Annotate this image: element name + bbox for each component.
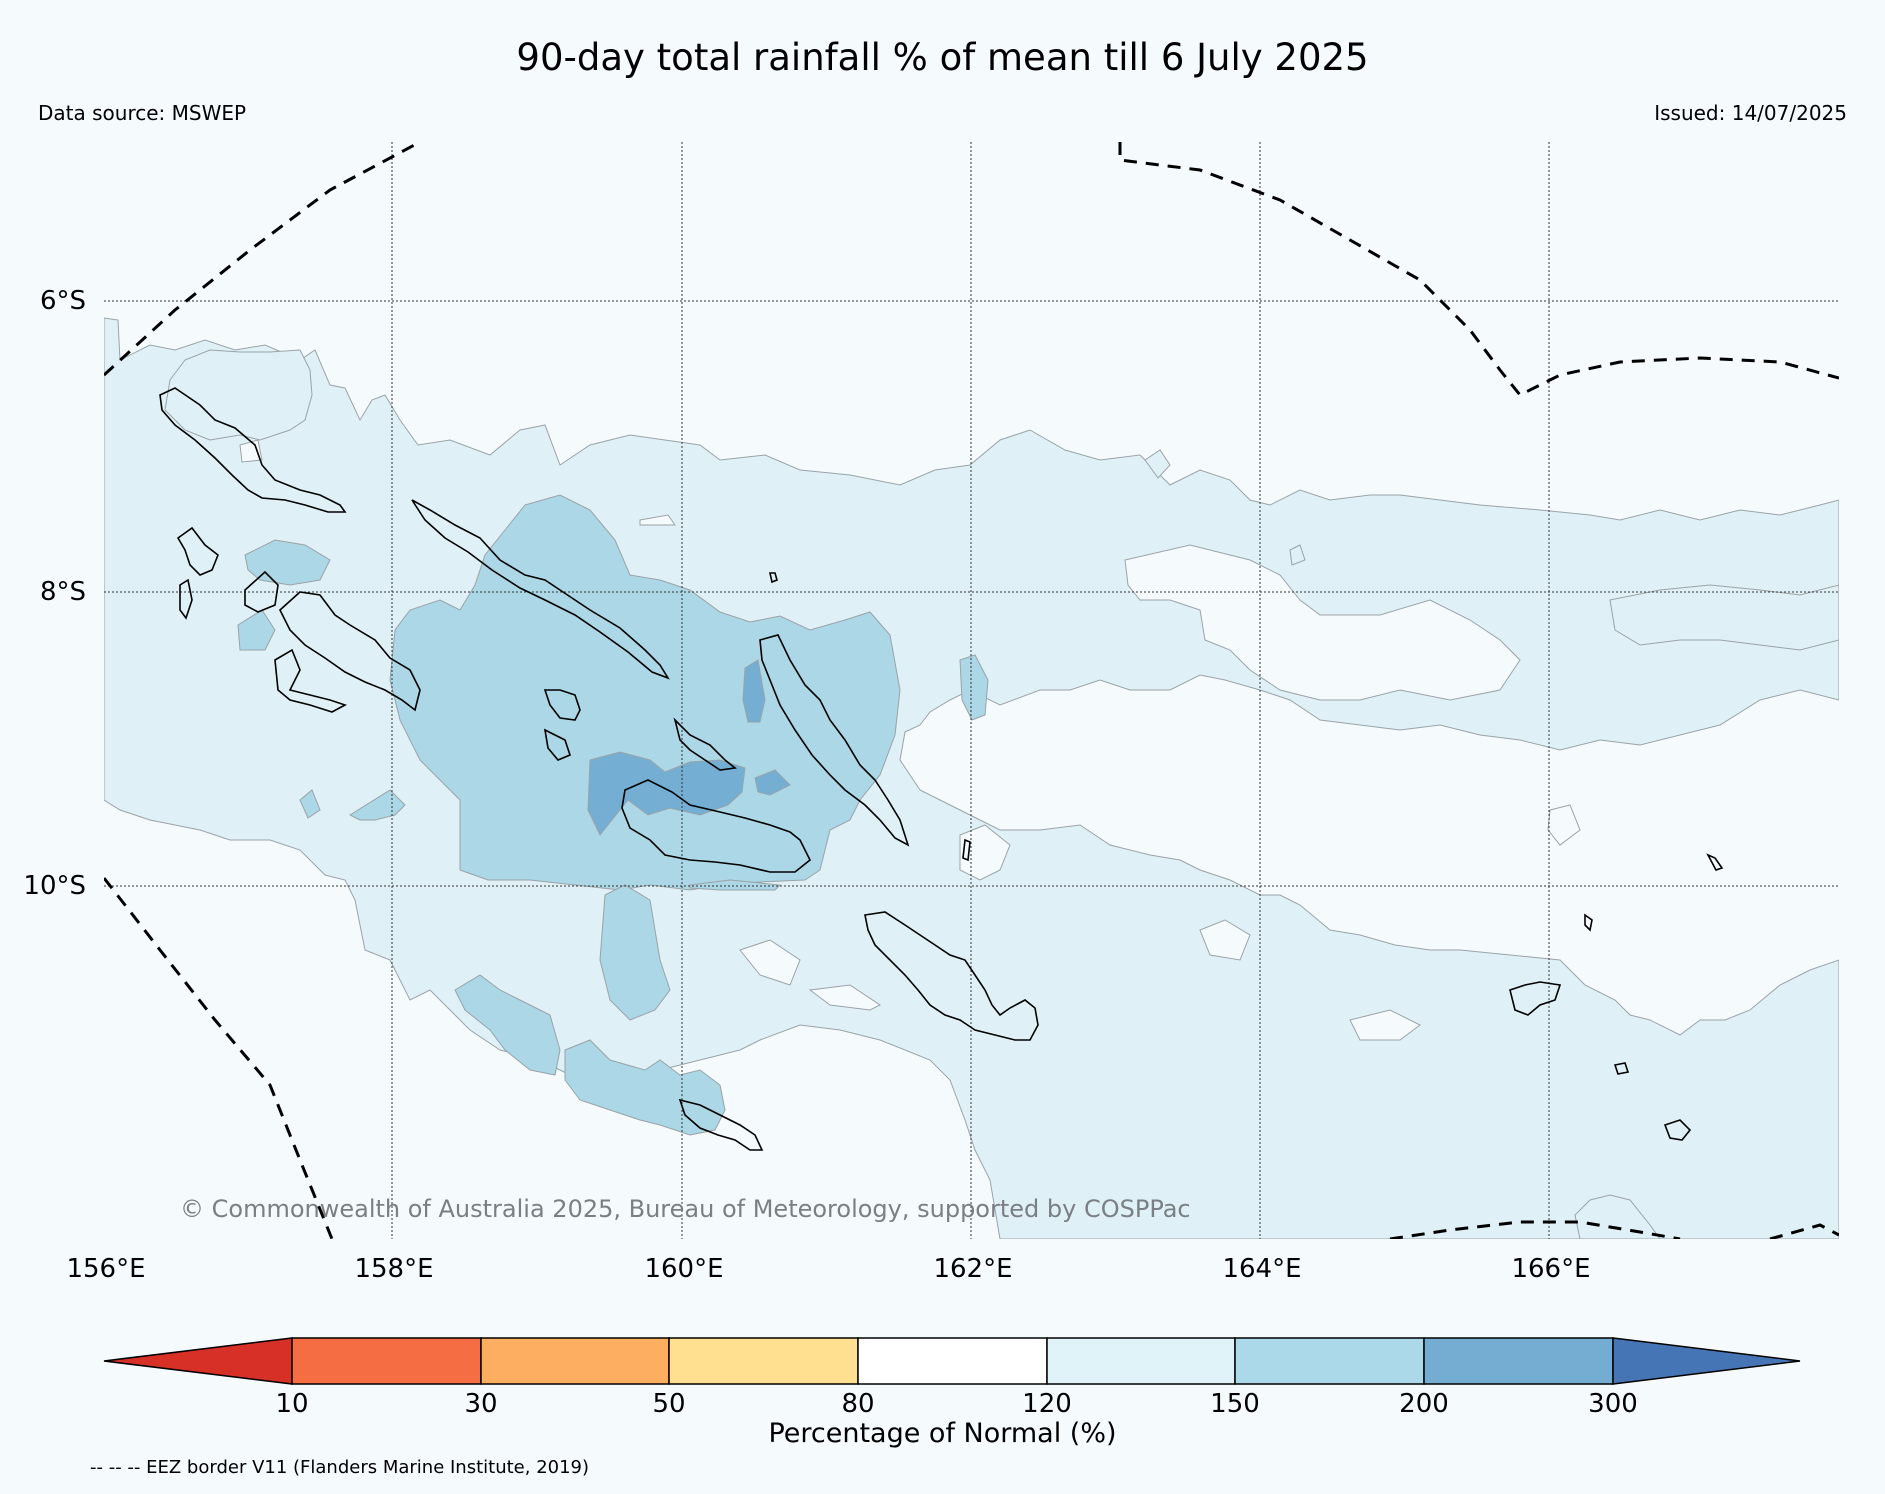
colorbar-segment-200-300 (1423, 1337, 1614, 1385)
colorbar-segment-30-50 (480, 1337, 670, 1385)
colorbar-tick: 150 (1210, 1389, 1260, 1419)
lon-label-162e: 162°E (933, 1254, 1013, 1284)
graticule (104, 142, 1839, 1239)
eez-footnote: -- -- -- EEZ border V11 (Flanders Marine… (90, 1457, 590, 1478)
colorbar-tick: 80 (841, 1389, 875, 1419)
lat-label-8s: 8°S (39, 577, 86, 607)
contour-200-300 (587, 659, 791, 836)
colorbar-tick: 30 (464, 1389, 498, 1419)
map-area (104, 142, 1839, 1239)
colorbar-segment-80-120 (857, 1337, 1048, 1385)
colorbar (103, 1337, 1801, 1385)
colorbar-segment-10-30 (291, 1337, 482, 1385)
data-source-label: Data source: MSWEP (38, 101, 247, 125)
contour-80-120 (239, 439, 1581, 1041)
colorbar-tick: 10 (275, 1389, 309, 1419)
lat-label-10s: 10°S (23, 871, 86, 901)
colorbar-label: Percentage of Normal (%) (768, 1418, 1117, 1449)
map-title: 90-day total rainfall % of mean till 6 J… (516, 36, 1369, 79)
colorbar-tick: 50 (652, 1389, 686, 1419)
lon-label-164e: 164°E (1222, 1254, 1302, 1284)
colorbar-segment-120-150 (1046, 1337, 1236, 1385)
colorbar-tick: 300 (1588, 1389, 1638, 1419)
colorbar-extend-high (1612, 1337, 1801, 1385)
colorbar-tick: 120 (1022, 1389, 1072, 1419)
colorbar-extend-low (103, 1337, 293, 1385)
issued-date-label: Issued: 14/07/2025 (1654, 101, 1847, 125)
lon-label-156e: 156°E (66, 1254, 146, 1284)
lon-label-166e: 166°E (1511, 1254, 1591, 1284)
copyright-notice: © Commonwealth of Australia 2025, Bureau… (180, 1195, 1191, 1223)
coastlines (159, 387, 1724, 1151)
eez-borders (104, 142, 1839, 1239)
colorbar-segment-150-200 (1234, 1337, 1425, 1385)
lat-label-6s: 6°S (39, 286, 86, 316)
lon-label-160e: 160°E (644, 1254, 724, 1284)
colorbar-tick: 200 (1399, 1389, 1449, 1419)
colorbar-segment-50-80 (668, 1337, 859, 1385)
lon-label-158e: 158°E (354, 1254, 434, 1284)
